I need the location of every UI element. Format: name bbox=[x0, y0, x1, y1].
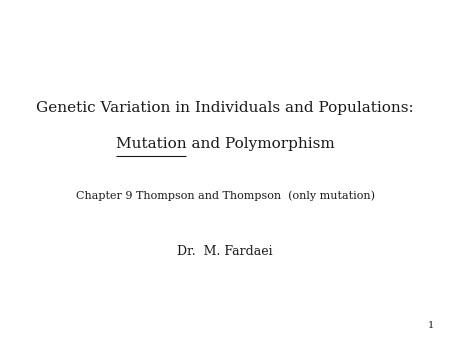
Text: Genetic Variation in Individuals and Populations:: Genetic Variation in Individuals and Pop… bbox=[36, 101, 414, 115]
Text: Chapter 9 Thompson and Thompson  (only mutation): Chapter 9 Thompson and Thompson (only mu… bbox=[76, 191, 374, 201]
Text: Dr.  M. Fardaei: Dr. M. Fardaei bbox=[177, 245, 273, 258]
Text: Mutation and Polymorphism: Mutation and Polymorphism bbox=[116, 137, 334, 151]
Text: 1: 1 bbox=[428, 320, 434, 330]
Text: Mutation: Mutation bbox=[0, 137, 71, 151]
Text: Mutation and Polymorphism: Mutation and Polymorphism bbox=[116, 137, 334, 151]
